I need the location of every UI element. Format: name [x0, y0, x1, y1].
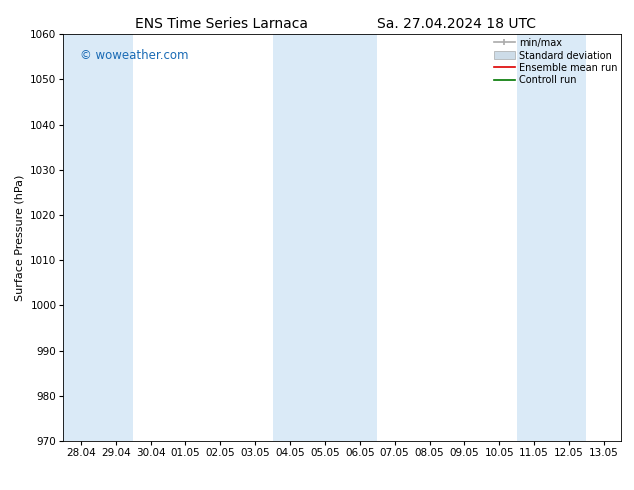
Bar	[552, 34, 586, 441]
Text: ENS Time Series Larnaca: ENS Time Series Larnaca	[136, 17, 308, 31]
Bar	[273, 34, 307, 441]
Bar	[98, 34, 133, 441]
Text: Sa. 27.04.2024 18 UTC: Sa. 27.04.2024 18 UTC	[377, 17, 536, 31]
Bar	[63, 34, 98, 441]
Legend: min/max, Standard deviation, Ensemble mean run, Controll run: min/max, Standard deviation, Ensemble me…	[492, 36, 619, 87]
Bar	[342, 34, 377, 441]
Bar	[517, 34, 552, 441]
Text: © woweather.com: © woweather.com	[80, 49, 189, 62]
Bar	[307, 34, 342, 441]
Y-axis label: Surface Pressure (hPa): Surface Pressure (hPa)	[15, 174, 25, 301]
